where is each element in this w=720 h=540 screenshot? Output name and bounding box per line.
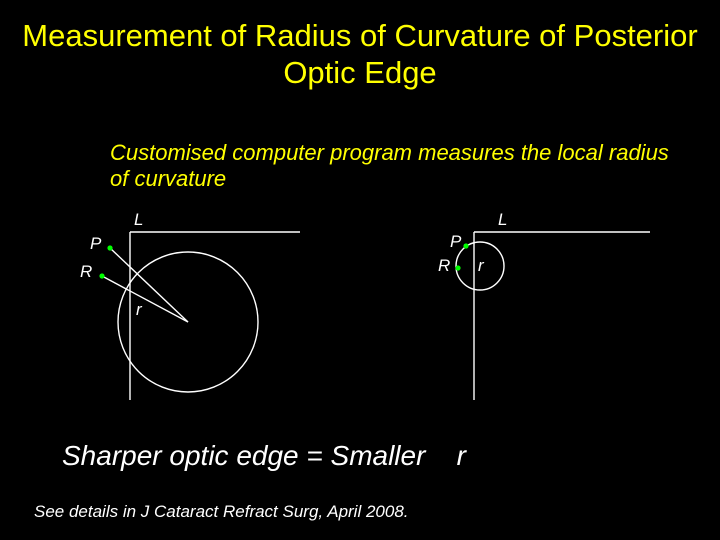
conclusion-line: Sharper optic edge = Smaller r: [62, 440, 466, 472]
left-label-L: L: [134, 210, 143, 230]
left-label-R: R: [80, 262, 92, 282]
slide-subtitle: Customised computer program measures the…: [110, 140, 670, 193]
left-label-P: P: [90, 234, 101, 254]
slide-title: Measurement of Radius of Curvature of Po…: [0, 18, 720, 91]
citation-line: See details in J Cataract Refract Surg, …: [34, 502, 409, 522]
right-label-r: r: [478, 256, 484, 276]
conclusion-prefix: Sharper optic edge = Smaller: [62, 440, 425, 471]
right-label-L: L: [498, 210, 507, 230]
diagrams-svg: [60, 210, 660, 430]
left-label-r: r: [136, 300, 142, 320]
right-label-R: R: [438, 256, 450, 276]
slide-root: Measurement of Radius of Curvature of Po…: [0, 0, 720, 540]
right-label-P: P: [450, 232, 461, 252]
diagrams-container: L P R r L P R r: [60, 210, 660, 430]
conclusion-var: r: [457, 440, 466, 471]
